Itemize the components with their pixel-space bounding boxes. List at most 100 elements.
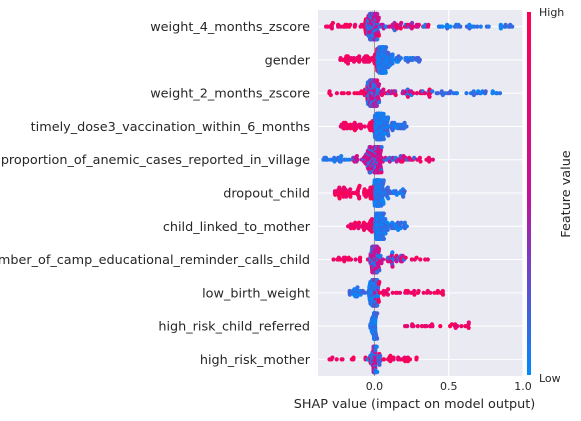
shap-point <box>344 194 349 199</box>
shap-point <box>424 324 429 329</box>
shap-point <box>471 92 476 98</box>
shap-point <box>376 15 381 20</box>
shap-point <box>383 217 388 222</box>
shap-point <box>376 82 382 87</box>
shap-point <box>331 257 336 262</box>
feature-label: timely_dose3_vaccination_within_6_months <box>31 120 311 135</box>
feature-label: weight_2_months_zscore <box>150 87 310 102</box>
shap-point <box>490 89 495 94</box>
shap-point <box>368 145 373 150</box>
shap-point <box>498 26 503 31</box>
shap-point <box>375 37 380 42</box>
shap-point <box>379 170 384 175</box>
shap-point <box>376 299 381 304</box>
x-axis-label: SHAP value (impact on model output) <box>294 397 536 412</box>
shap-point <box>357 196 362 201</box>
shap-point <box>414 355 419 360</box>
shap-point <box>347 91 352 96</box>
shap-point <box>375 303 380 308</box>
shap-point <box>411 91 416 96</box>
shap-point <box>351 355 356 360</box>
shap-point <box>384 45 389 50</box>
shap-point <box>357 183 362 188</box>
shap-point <box>338 159 343 164</box>
shap-point <box>421 290 426 295</box>
shap-point <box>510 24 515 29</box>
shap-point <box>377 100 382 105</box>
x-tick-label: 0.5 <box>440 380 458 393</box>
shap-point <box>377 362 382 367</box>
shap-point <box>438 324 443 329</box>
shap-point <box>329 26 334 31</box>
shap-point <box>393 89 398 94</box>
shap-point <box>428 290 433 295</box>
shap-point <box>369 229 374 234</box>
shap-point <box>334 91 339 96</box>
feature-label: number_of_camp_educational_reminder_call… <box>0 253 310 268</box>
shap-point <box>363 290 368 295</box>
shap-point <box>430 89 435 94</box>
x-axis-ticks: 0.0 0.5 1.0 <box>366 380 532 393</box>
shap-point <box>411 324 416 329</box>
shap-point <box>386 287 391 292</box>
shap-point <box>334 357 339 362</box>
feature-label: proportion_of_anemic_cases_reported_in_v… <box>1 153 310 168</box>
shap-point <box>392 120 397 125</box>
shap-point <box>347 157 352 162</box>
shap-point <box>339 154 344 159</box>
shap-point <box>327 89 332 94</box>
data-points <box>321 11 515 375</box>
shap-point <box>455 324 460 329</box>
shap-point <box>348 187 353 192</box>
shap-point <box>376 246 381 251</box>
shap-point <box>393 92 398 98</box>
shap-point <box>381 178 386 183</box>
shap-point <box>486 24 491 29</box>
shap-point <box>338 257 343 262</box>
shap-point <box>381 236 386 241</box>
shap-point <box>411 24 416 29</box>
shap-point <box>386 133 391 138</box>
feature-label: low_birth_weight <box>202 286 310 301</box>
shap-point <box>448 89 453 94</box>
shap-point <box>377 268 382 273</box>
shap-point <box>337 196 342 201</box>
shap-point <box>390 52 395 57</box>
shap-point <box>375 336 380 341</box>
shap-point <box>325 157 330 162</box>
shap-point <box>390 61 395 66</box>
shap-point <box>388 353 393 358</box>
shap-point <box>328 92 333 98</box>
shap-point <box>375 311 380 316</box>
shap-point <box>422 91 428 96</box>
shap-point <box>405 94 411 99</box>
shap-point <box>416 288 421 294</box>
shap-point <box>404 224 409 229</box>
shap-point <box>498 22 503 27</box>
shap-point <box>459 324 464 329</box>
shap-point <box>417 155 422 160</box>
shap-point <box>378 359 383 364</box>
shap-point <box>374 103 379 108</box>
shap-point <box>439 89 444 94</box>
shap-point <box>381 111 386 116</box>
shap-point <box>356 220 362 225</box>
shap-point <box>416 22 421 27</box>
shap-point <box>440 24 445 29</box>
shap-point <box>358 57 363 63</box>
shap-point <box>464 91 469 96</box>
shap-point <box>353 257 358 262</box>
shap-point <box>344 157 349 162</box>
feature-label: child_linked_to_mother <box>163 220 311 235</box>
shap-point <box>402 189 407 194</box>
colorbar-title: Feature value <box>559 150 574 238</box>
feature-label: high_risk_mother <box>200 353 311 368</box>
shap-point <box>405 288 410 294</box>
shap-point <box>385 292 390 297</box>
shap-point <box>471 89 476 94</box>
colorbar <box>527 12 531 375</box>
shap-point <box>341 91 346 96</box>
